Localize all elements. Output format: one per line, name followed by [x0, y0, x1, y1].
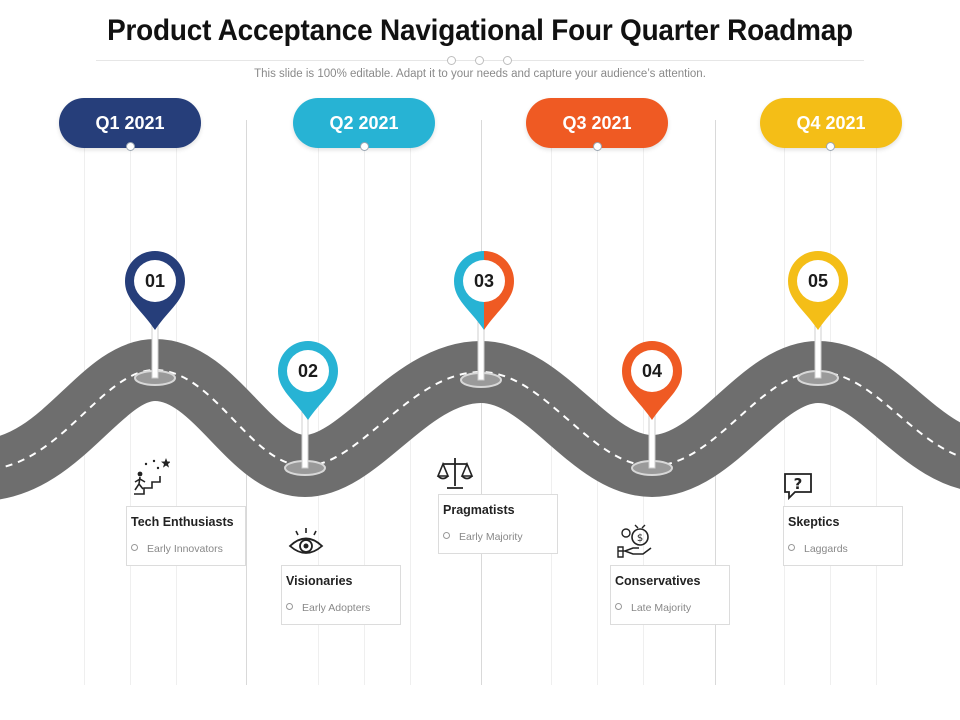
card-title: Skeptics [788, 515, 840, 529]
money-hand-icon: $ [617, 524, 652, 558]
milestone-card-pragmatists: Pragmatists Early Majority [438, 494, 558, 554]
quarter-pill-q1[interactable]: Q1 2021 [59, 98, 201, 148]
svg-text:$: $ [637, 533, 643, 544]
card-bullet: Early Innovators [131, 543, 223, 555]
milestone-pin-03[interactable] [454, 251, 514, 388]
balance-scale-icon [436, 458, 474, 489]
quarter-pill-q2[interactable]: Q2 2021 [293, 98, 435, 148]
milestone-pin-04[interactable] [622, 341, 682, 476]
grid-line [597, 120, 598, 685]
milestone-card-conservatives: Conservatives Late Majority [610, 565, 730, 625]
milestone-pin-02[interactable] [278, 341, 338, 476]
quarter-pill-q4[interactable]: Q4 2021 [760, 98, 902, 148]
page-title: Product Acceptance Navigational Four Qua… [107, 14, 853, 47]
milestone-pin-01[interactable] [125, 251, 185, 386]
question-bubble-icon: ? [784, 473, 812, 501]
milestone-card-visionaries: Visionaries Early Adopters [281, 565, 401, 625]
title-dots [447, 56, 517, 66]
page-subtitle: This slide is 100% editable. Adapt it to… [254, 68, 706, 80]
milestone-card-tech-enthusiasts: Tech Enthusiasts Early Innovators [126, 506, 246, 566]
dot [447, 56, 456, 65]
svg-text:?: ? [794, 475, 803, 493]
milestone-card-skeptics: Skeptics Laggards [783, 506, 903, 566]
card-bullet: Laggards [788, 543, 848, 555]
milestone-number: 03 [473, 271, 495, 291]
card-bullet: Late Majority [615, 602, 691, 614]
quarter-connector-dot [593, 142, 602, 151]
milestone-number: 04 [641, 361, 663, 381]
card-title: Tech Enthusiasts [131, 515, 234, 529]
quarter-connector-dot [360, 142, 369, 151]
milestone-pin-05[interactable] [788, 251, 848, 386]
card-title: Visionaries [286, 574, 353, 588]
card-title: Pragmatists [443, 503, 515, 517]
milestone-number: 01 [144, 271, 166, 291]
card-title: Conservatives [615, 574, 701, 588]
eye-icon [288, 528, 324, 554]
dot [503, 56, 512, 65]
card-bullet: Early Adopters [286, 602, 370, 614]
quarter-pill-q3[interactable]: Q3 2021 [526, 98, 668, 148]
quarter-connector-dot [126, 142, 135, 151]
quarter-connector-dot [826, 142, 835, 151]
milestone-number: 05 [807, 271, 829, 291]
stairs-stars-icon [134, 458, 170, 495]
milestone-number: 02 [297, 361, 319, 381]
dot [475, 56, 484, 65]
card-bullet: Early Majority [443, 531, 523, 543]
